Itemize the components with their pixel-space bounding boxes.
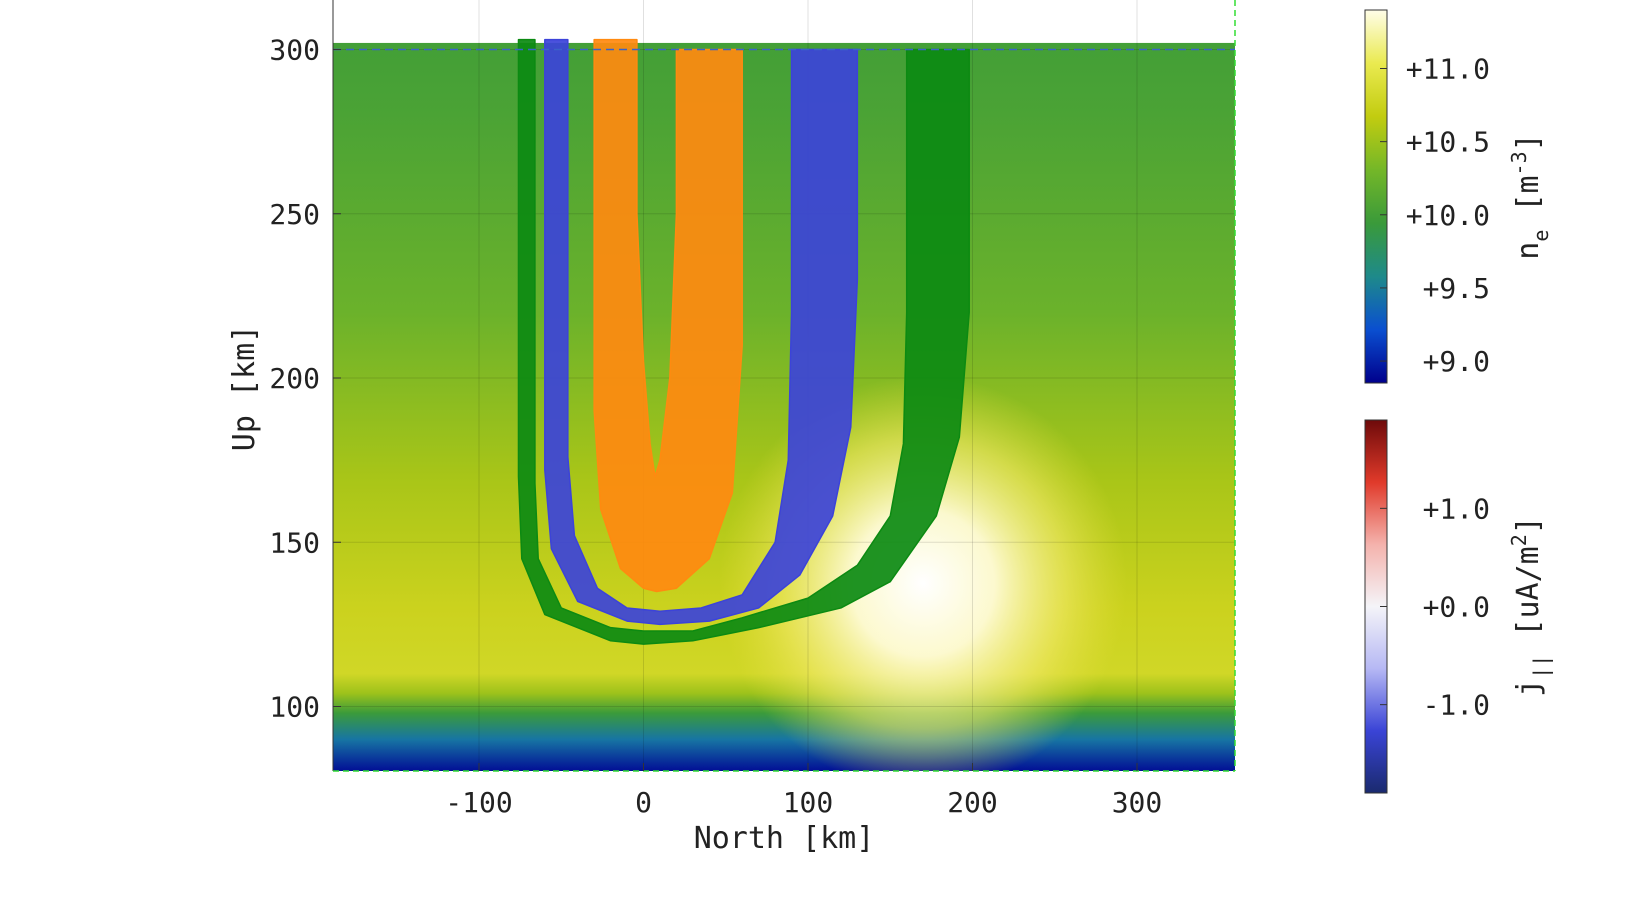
colorbar-label-subscript: || bbox=[1529, 655, 1553, 679]
colorbar-label-unit: [m bbox=[1511, 175, 1546, 229]
x-axis-ticks: -100 0 100 200 300 bbox=[445, 763, 1162, 819]
colorbar-label-main: n bbox=[1511, 242, 1546, 260]
x-tick-label-1: 0 bbox=[635, 786, 652, 819]
x-tick-label-4: 300 bbox=[1112, 786, 1163, 819]
y-tick-label-2: 200 bbox=[269, 362, 320, 395]
colorbar-density: +9.0 +9.5 +10.0 +10.5 +11.0 ne [m-3] bbox=[1364, 9, 1553, 384]
colorbar-label-unit: [uA/m bbox=[1511, 546, 1546, 654]
colorbar-bar bbox=[1364, 9, 1388, 384]
colorbar-tick-label-1: +9.5 bbox=[1423, 272, 1490, 305]
y-axis-label: Up [km] bbox=[227, 325, 262, 451]
colorbar-label-superscript: 2 bbox=[1507, 534, 1531, 546]
x-axis-label: North [km] bbox=[694, 821, 875, 856]
colorbar-label: j|| [uA/m2] bbox=[1507, 516, 1553, 697]
y-axis-ticks: 100 150 200 250 300 bbox=[269, 34, 341, 724]
current-tube-1 bbox=[544, 38, 859, 626]
y-tick-label-3: 250 bbox=[269, 198, 320, 231]
colorbar-tick-label-0: +9.0 bbox=[1423, 345, 1490, 378]
x-tick-label-2: 100 bbox=[783, 786, 834, 819]
colorbar-tick-label-0: -1.0 bbox=[1423, 689, 1490, 722]
colorbar-tick-label-3: +10.5 bbox=[1406, 126, 1490, 159]
plot-area bbox=[333, 0, 1235, 771]
x-tick-label-0: -100 bbox=[445, 786, 512, 819]
y-tick-label-1: 150 bbox=[269, 526, 320, 559]
colorbar-tick-label-1: +0.0 bbox=[1423, 591, 1490, 624]
y-tick-label-0: 100 bbox=[269, 691, 320, 724]
colorbar-label-superscript: -3 bbox=[1507, 151, 1531, 175]
colorbar-current: -1.0 +0.0 +1.0 j|| [uA/m2] bbox=[1364, 419, 1553, 794]
x-tick-label-3: 200 bbox=[947, 786, 998, 819]
colorbar-tick-label-2: +1.0 bbox=[1423, 492, 1490, 525]
colorbar-label-main: j bbox=[1511, 679, 1546, 697]
colorbar-label: ne [m-3] bbox=[1507, 133, 1553, 259]
colorbar-tick-label-2: +10.0 bbox=[1406, 199, 1490, 232]
y-tick-label-4: 300 bbox=[269, 34, 320, 67]
colorbar-label-subscript: e bbox=[1529, 230, 1553, 242]
colorbar-label-unit-close: ] bbox=[1511, 516, 1546, 534]
colorbar-tick-label-4: +11.0 bbox=[1406, 53, 1490, 86]
current-tubes bbox=[517, 38, 970, 645]
colorbar-label-unit-close: ] bbox=[1511, 133, 1546, 151]
